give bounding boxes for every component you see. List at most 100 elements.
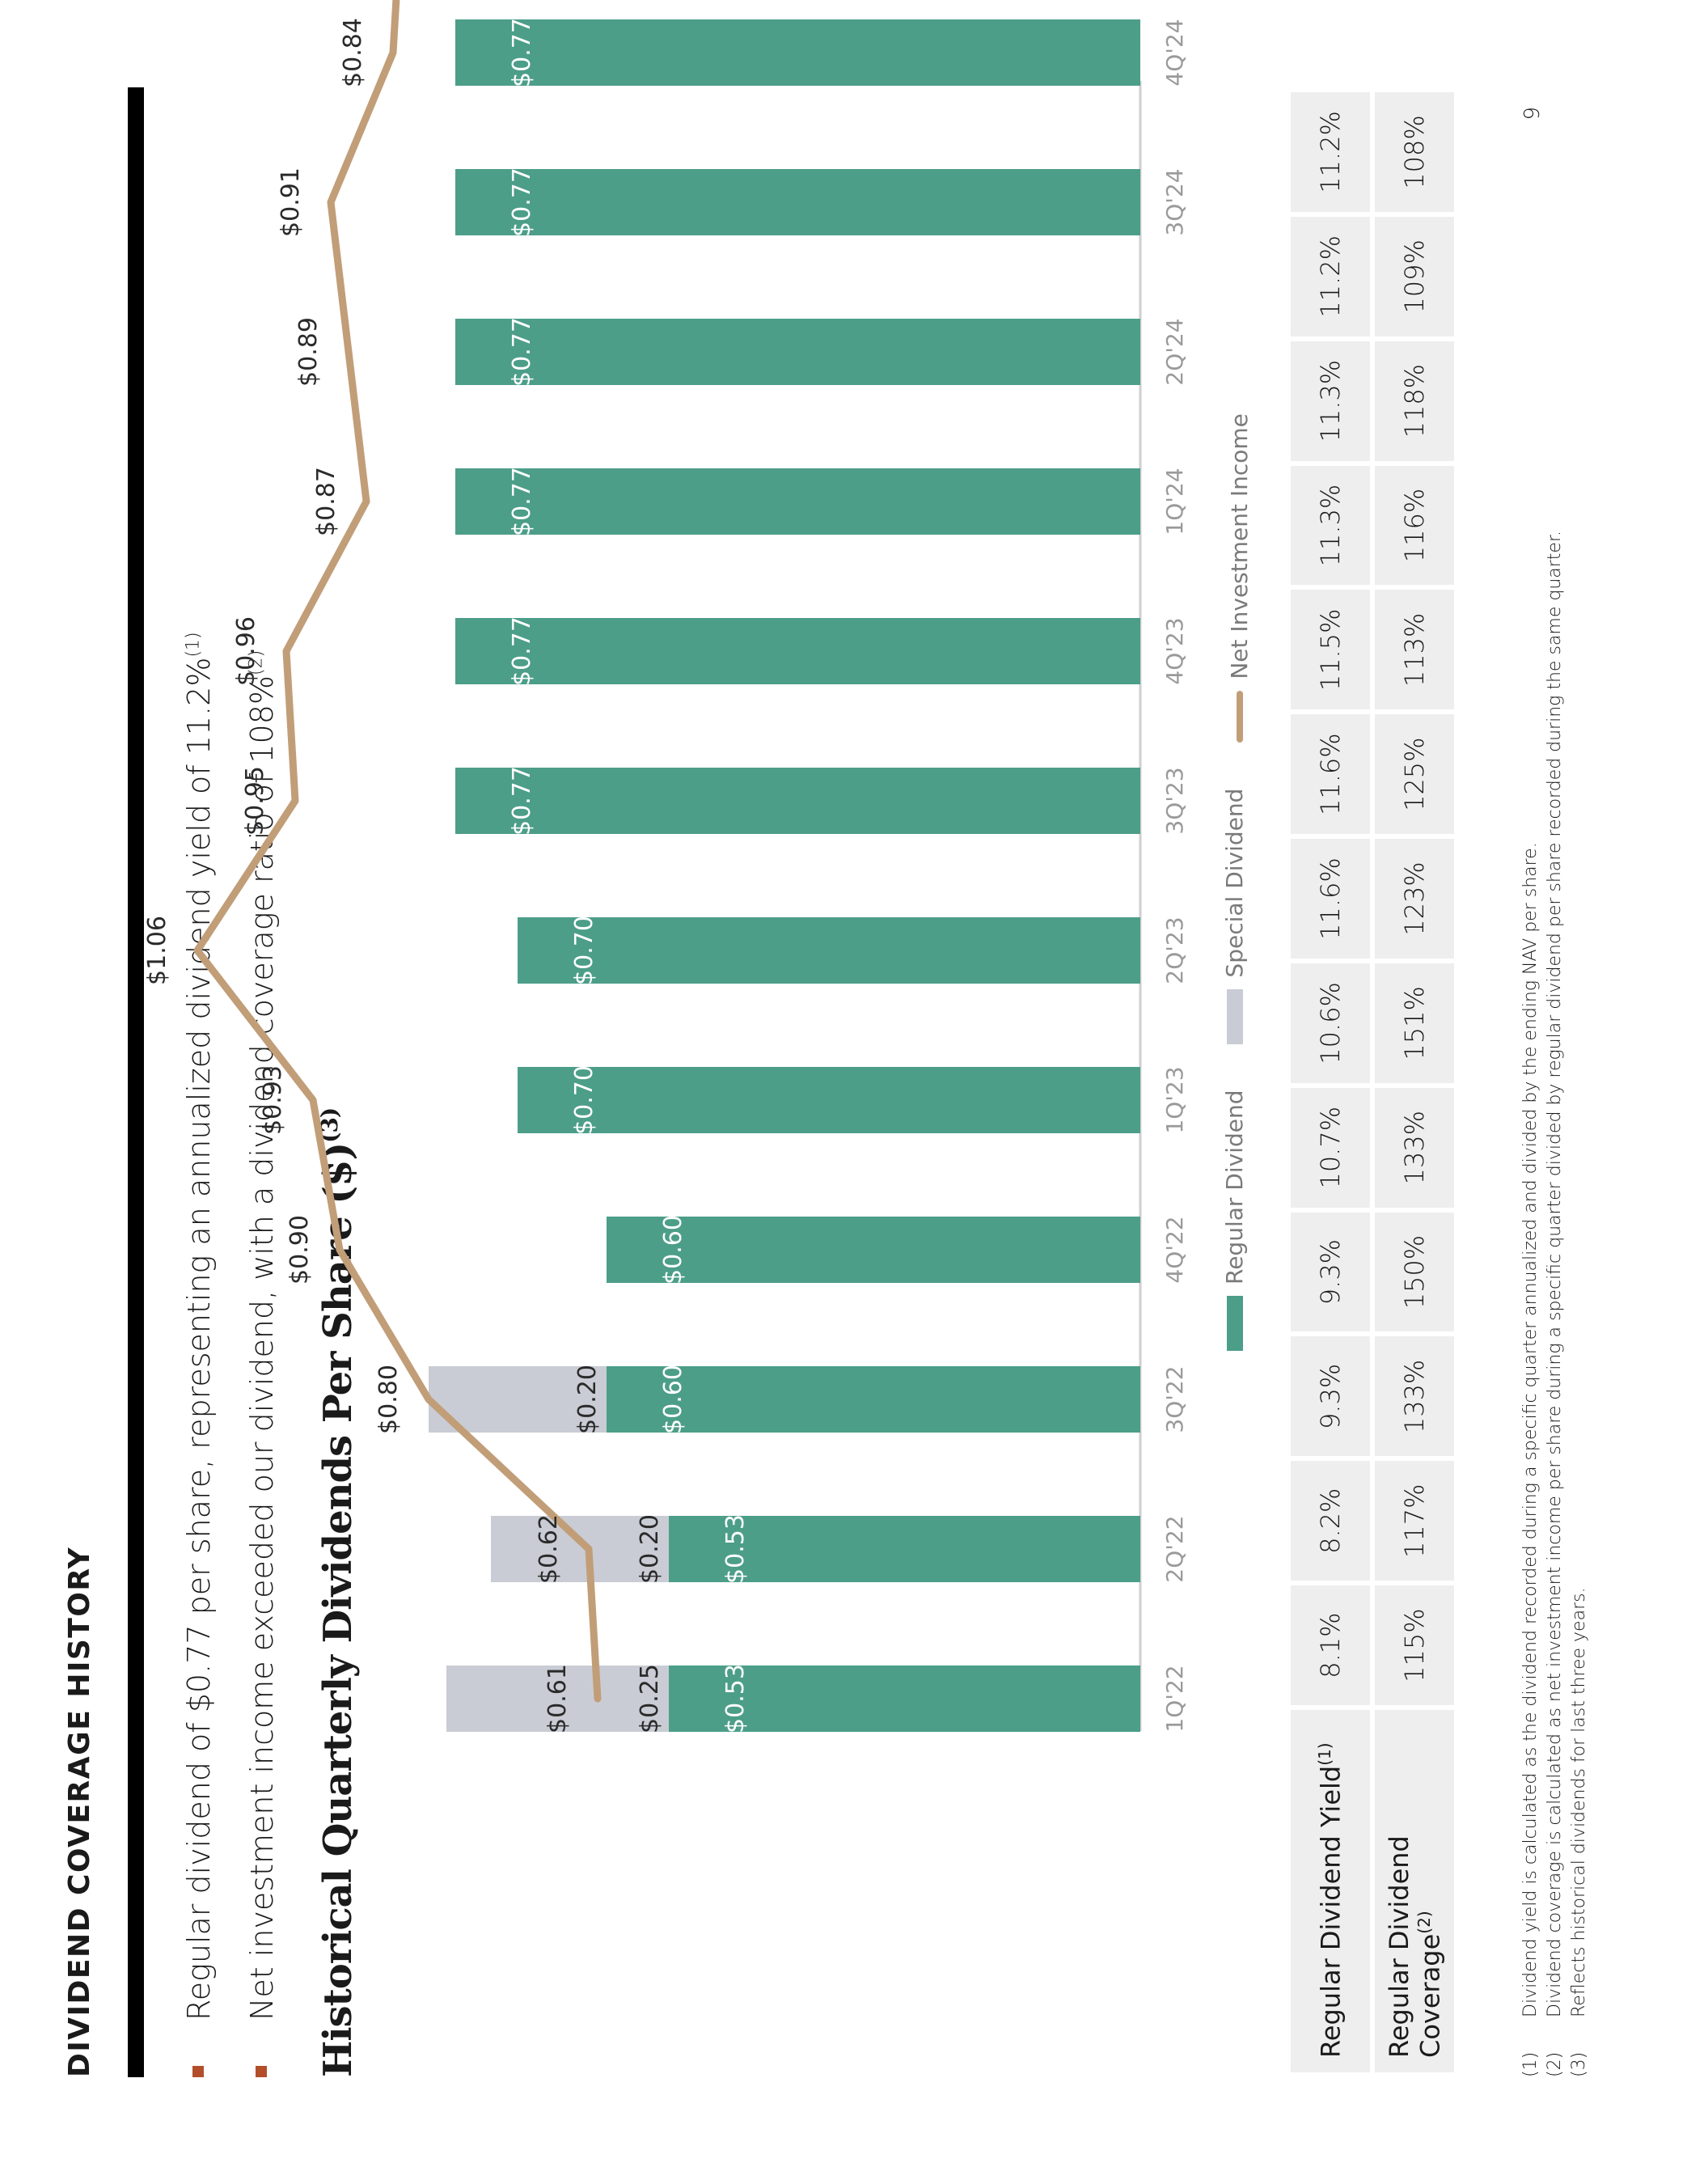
x-tick-label: 1Q'24 <box>1161 468 1188 535</box>
legend-label: Regular Dividend <box>1221 1090 1248 1285</box>
table-cell: 133% <box>1375 1087 1454 1208</box>
x-tick-label: 2Q'23 <box>1161 916 1188 984</box>
bar-special-dividend <box>491 1516 669 1582</box>
table-row: Regular Dividend Coverage(2) 115% 117% 133%… <box>1375 92 1454 2072</box>
legend-item-regular: Regular Dividend <box>1221 1090 1248 1351</box>
x-tick-label: 3Q'23 <box>1161 767 1188 834</box>
table-cell: 10.7% <box>1291 1087 1370 1208</box>
nii-data-label: $0.80 <box>374 1365 403 1434</box>
footnote: (3) Reflects historical dividends for las… <box>1567 531 1592 2077</box>
footnote-text: Dividend coverage is calculated as net i… <box>1545 531 1565 2017</box>
table-cell: 150% <box>1375 1212 1454 1332</box>
bar-label-regular: $0.77 <box>508 317 536 387</box>
bar-label-special: $0.20 <box>573 1365 602 1434</box>
nii-data-label: $0.84 <box>339 18 367 87</box>
bar-label-regular: $0.77 <box>508 766 536 836</box>
bar-regular-dividend <box>455 19 1140 86</box>
dividend-stats-table: Regular Dividend Yield(1) 8.1% 8.2% 9.3% 9.3… <box>1286 87 1459 2077</box>
bar-special-dividend <box>429 1366 607 1433</box>
x-tick-label: 2Q'24 <box>1161 318 1188 385</box>
nii-data-label: $0.61 <box>543 1664 572 1733</box>
legend-label: Net Investment Income <box>1226 413 1253 679</box>
table-cell: 11.6% <box>1291 839 1370 959</box>
table-cell: 109% <box>1375 216 1454 336</box>
legend-item-nii: Net Investment Income <box>1226 413 1253 743</box>
bar-regular-dividend <box>455 169 1140 235</box>
table-cell: 10.6% <box>1291 963 1370 1083</box>
table-cell: 11.2% <box>1291 216 1370 336</box>
row-label-text: Regular Dividend Yield <box>1315 1765 1347 2058</box>
table-cell: 11.6% <box>1291 714 1370 835</box>
row-label: Regular Dividend Coverage(2) <box>1375 1710 1454 2072</box>
bar-regular-dividend <box>455 768 1140 834</box>
legend-swatch-special <box>1226 988 1243 1044</box>
row-label-text: Regular Dividend Coverage <box>1383 1835 1446 2058</box>
x-tick-label: 4Q'24 <box>1161 19 1188 86</box>
nii-line <box>193 0 602 1703</box>
footnote-ref: (1) <box>1314 1742 1334 1766</box>
bar-label-regular: $0.60 <box>659 1365 687 1434</box>
footnote-text: Dividend yield is calculated as the divi… <box>1520 842 1541 2017</box>
nii-data-label: $0.93 <box>259 1065 287 1135</box>
footnote-number: (3) <box>1569 2051 1589 2077</box>
bar-regular-dividend <box>669 1666 1140 1732</box>
table-cell: 11.3% <box>1291 341 1370 461</box>
legend-label: Special Dividend <box>1221 788 1248 978</box>
x-tick-label: 3Q'22 <box>1161 1365 1188 1433</box>
table-cell: 8.2% <box>1291 1461 1370 1581</box>
stats-body: Regular Dividend Yield(1) 8.1% 8.2% 9.3% 9.3… <box>1291 92 1454 2072</box>
table-row: Regular Dividend Yield(1) 8.1% 8.2% 9.3% 9.3… <box>1291 92 1370 2072</box>
bar-label-regular: $0.77 <box>508 167 536 237</box>
bar-label-regular: $0.77 <box>508 616 536 686</box>
nii-data-label: $0.87 <box>312 467 340 536</box>
x-tick-label: 4Q'22 <box>1161 1216 1188 1283</box>
bar-regular-dividend <box>518 1067 1140 1133</box>
bar-regular-dividend <box>518 917 1140 984</box>
table-cell: 11.5% <box>1291 590 1370 710</box>
bar-regular-dividend <box>455 319 1140 385</box>
table-cell: 9.3% <box>1291 1212 1370 1332</box>
page-number: 9 <box>1520 107 1545 121</box>
table-cell: 116% <box>1375 465 1454 586</box>
legend-item-special: Special Dividend <box>1221 789 1248 1044</box>
table-cell: 9.3% <box>1291 1336 1370 1457</box>
bar-label-special: $0.25 <box>636 1664 664 1733</box>
table-cell: 117% <box>1375 1461 1454 1581</box>
table-cell: 125% <box>1375 714 1454 835</box>
bar-label-regular: $0.53 <box>721 1514 750 1584</box>
footnote-ref: (2) <box>1414 1911 1434 1934</box>
footnote: (1) Dividend yield is calculated as the d… <box>1519 531 1543 2077</box>
bar-label-regular: $0.70 <box>570 1065 598 1135</box>
nii-data-label: $0.95 <box>241 766 269 836</box>
bar-label-special: $0.20 <box>636 1514 664 1584</box>
bar-label-regular: $0.60 <box>659 1215 687 1285</box>
nii-data-label: $0.91 <box>277 167 305 237</box>
table-cell: 8.1% <box>1291 1585 1370 1705</box>
nii-data-label: $0.89 <box>294 317 323 387</box>
table-cell: 11.2% <box>1291 92 1370 212</box>
bar-regular-dividend <box>607 1366 1140 1433</box>
nii-data-label: $0.96 <box>232 616 260 686</box>
x-tick-label: 1Q'22 <box>1161 1665 1188 1732</box>
table-cell: 133% <box>1375 1336 1454 1457</box>
footnote-number: (2) <box>1545 2051 1565 2077</box>
chart-legend: Regular Dividend Special Dividend Net In… <box>1221 375 1253 1351</box>
x-tick-label: 3Q'24 <box>1161 168 1188 235</box>
legend-swatch-nii <box>1236 690 1243 743</box>
legend-swatch-regular <box>1226 1296 1243 1351</box>
table-cell: 123% <box>1375 839 1454 959</box>
table-cell: 108% <box>1375 92 1454 212</box>
bar-label-regular: $0.53 <box>721 1664 750 1733</box>
bar-regular-dividend <box>455 618 1140 684</box>
bar-label-regular: $0.77 <box>508 18 536 87</box>
table-cell: 11.3% <box>1291 465 1370 586</box>
footnote-number: (1) <box>1520 2051 1541 2077</box>
table-cell: 113% <box>1375 590 1454 710</box>
table-cell: 151% <box>1375 963 1454 1083</box>
footnote: (2) Dividend coverage is calculated as ne… <box>1543 531 1567 2077</box>
bar-regular-dividend <box>607 1217 1140 1283</box>
nii-data-label: $1.06 <box>143 916 171 985</box>
bar-label-regular: $0.70 <box>570 916 598 985</box>
